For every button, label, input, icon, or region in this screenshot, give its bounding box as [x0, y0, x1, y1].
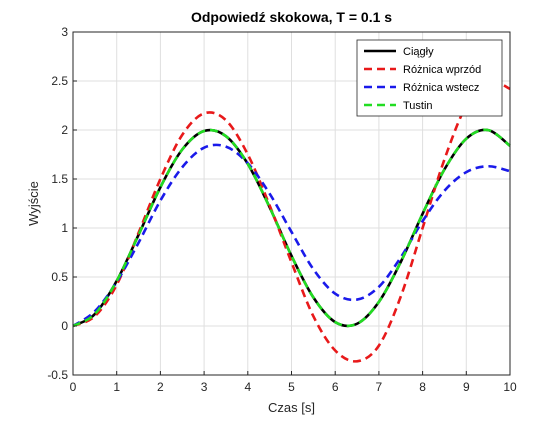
ticks: 0 1 2 3 4 5 6 7 8 9 10-0.500.511.522.53 — [47, 25, 517, 394]
legend-entry-label: Różnica wprzód — [403, 64, 481, 76]
legend-entry-label: Ciągły — [403, 46, 434, 58]
y-tick-label: 2.5 — [51, 74, 68, 88]
y-tick-label: 1.5 — [51, 172, 68, 186]
x-tick-label: 6 — [332, 380, 339, 394]
y-tick-label: -0.5 — [47, 368, 68, 382]
x-tick-label: 9 — [463, 380, 470, 394]
y-tick-label: 2 — [61, 123, 68, 137]
y-axis-label: Wyjście — [26, 181, 41, 226]
x-tick-label: 5 — [288, 380, 295, 394]
x-axis-label: Czas [s] — [268, 400, 315, 415]
legend: Ciągły Różnica wprzód Różnica wstecz Tustin — [356, 39, 503, 117]
y-tick-label: 3 — [61, 25, 68, 39]
x-tick-label: 7 — [376, 380, 383, 394]
legend-entry-label: Różnica wstecz — [403, 82, 479, 94]
x-tick-label: 3 — [201, 380, 208, 394]
y-tick-label: 1 — [61, 221, 68, 235]
y-tick-label: 0 — [61, 319, 68, 333]
series-line-tustin — [72, 128, 511, 328]
x-tick-label: 2 — [157, 380, 164, 394]
x-tick-label: 10 — [503, 380, 517, 394]
legend-entry-label: Tustin — [403, 100, 433, 112]
x-tick-label: 1 — [113, 380, 120, 394]
series-layer — [72, 79, 511, 363]
legend-box — [356, 39, 503, 117]
chart-title: Odpowiedź skokowa, T = 0.1 s — [191, 9, 392, 25]
x-tick-label: 8 — [419, 380, 426, 394]
x-tick-label: 4 — [244, 380, 251, 394]
series-line-roznica-wstecz — [72, 143, 511, 328]
y-tick-label: 0.5 — [51, 270, 68, 284]
series-line-roznica-wprzod — [72, 79, 511, 363]
x-tick-label: 0 — [70, 380, 77, 394]
